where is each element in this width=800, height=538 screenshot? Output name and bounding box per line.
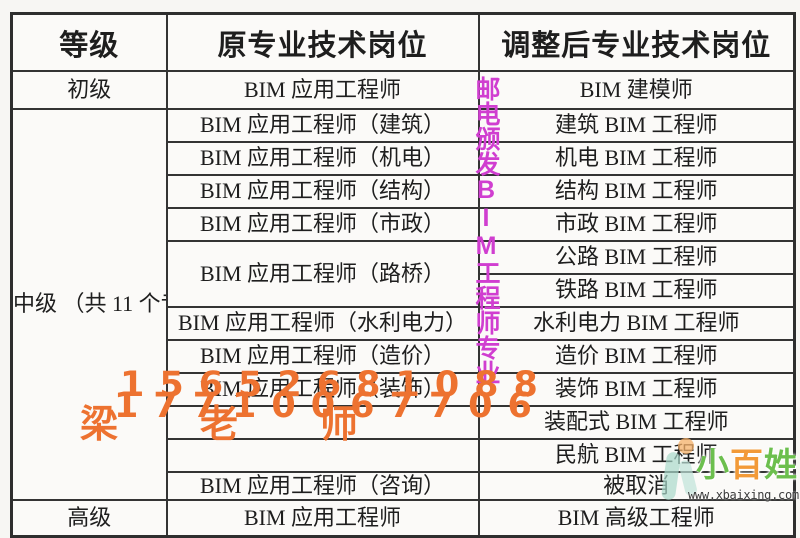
cell-original-senior: BIM 应用工程师 (165, 499, 480, 538)
cell-original-cost: BIM 应用工程师（造价） (165, 339, 480, 374)
watermark-char-3: 姓 (764, 445, 798, 484)
header-cell-adjusted: 调整后专业技术岗位 (477, 12, 796, 72)
table-row-architecture: 中级 （共 11 个专 业方向） BIM 应用工程师（建筑） 建筑 BIM 工程… (10, 108, 796, 501)
table-row-civil-aviation: 民航 BIM 工程师 (12, 438, 796, 473)
cell-adjusted-railway: 铁路 BIM 工程师 (477, 273, 796, 308)
watermark-char-2: 百 (730, 445, 764, 484)
table-row-water-power: BIM 应用工程师（水利电力） 水利电力 BIM 工程师 (12, 306, 796, 341)
table-row-road-bridge: BIM 应用工程师（路桥） 公路 BIM 工程师 (12, 240, 796, 308)
cell-original-municipal: BIM 应用工程师（市政） (165, 207, 480, 242)
cell-adjusted-mep: 机电 BIM 工程师 (477, 141, 796, 176)
cell-level-middle: 中级 （共 11 个专 业方向） (10, 108, 168, 501)
site-watermark: 小百姓 www.xbaixing.com (630, 436, 800, 512)
cell-level-junior: 初级 (10, 70, 168, 110)
cell-original-empty-prefab (165, 405, 480, 440)
cell-level-senior: 高级 (10, 499, 168, 538)
cell-original-empty-aviation (165, 438, 480, 473)
cell-adjusted-water-power: 水利电力 BIM 工程师 (477, 306, 796, 341)
table-row-structure: BIM 应用工程师（结构） 结构 BIM 工程师 (12, 174, 796, 209)
header-cell-original: 原专业技术岗位 (165, 12, 480, 72)
cell-adjusted-decoration: 装饰 BIM 工程师 (477, 372, 796, 407)
cell-adjusted-prefab: 装配式 BIM 工程师 (477, 405, 796, 440)
cell-adjusted-cost: 造价 BIM 工程师 (477, 339, 796, 374)
table-row-consulting: BIM 应用工程师（咨询） 被取消 (12, 471, 796, 501)
watermark-char-1: 小 (696, 445, 730, 484)
table-row-mep: BIM 应用工程师（机电） 机电 BIM 工程师 (12, 141, 796, 176)
cell-adjusted-architecture: 建筑 BIM 工程师 (477, 108, 796, 143)
table-row-junior: 初级 BIM 应用工程师 BIM 建模师 (10, 70, 796, 110)
cell-original-junior: BIM 应用工程师 (165, 70, 480, 110)
cell-original-consulting: BIM 应用工程师（咨询） (165, 471, 480, 501)
cell-adjusted-municipal: 市政 BIM 工程师 (477, 207, 796, 242)
watermark-site-name: 小百姓 (696, 448, 798, 481)
cell-original-mep: BIM 应用工程师（机电） (165, 141, 480, 176)
bim-position-table: 等级 原专业技术岗位 调整后专业技术岗位 初级 BIM 应用工程师 BIM 建模… (10, 12, 796, 538)
cell-adjusted-highway: 公路 BIM 工程师 (477, 240, 796, 275)
table-row-cost: BIM 应用工程师（造价） 造价 BIM 工程师 (12, 339, 796, 374)
watermark-icon-head (678, 438, 694, 454)
cell-original-road-bridge: BIM 应用工程师（路桥） (165, 240, 480, 308)
cell-adjusted-junior: BIM 建模师 (477, 70, 796, 110)
watermark-site-url: www.xbaixing.com (688, 488, 799, 502)
watermark-icon-body (660, 451, 682, 501)
screenshot-root: { "table": { "header": { "level": "等级", … (10, 12, 800, 538)
table-row-municipal: BIM 应用工程师（市政） 市政 BIM 工程师 (12, 207, 796, 242)
cell-original-decoration: BIM 应用工程师（装饰） (165, 372, 480, 407)
table-row-decoration: BIM 应用工程师（装饰） 装饰 BIM 工程师 (12, 372, 796, 407)
table-row-prefab: 装配式 BIM 工程师 (12, 405, 796, 440)
cell-adjusted-structure: 结构 BIM 工程师 (477, 174, 796, 209)
cell-original-water-power: BIM 应用工程师（水利电力） (165, 306, 480, 341)
table-row-railway: 铁路 BIM 工程师 (12, 273, 796, 308)
cell-original-structure: BIM 应用工程师（结构） (165, 174, 480, 209)
header-cell-level: 等级 (10, 12, 168, 72)
cell-adjusted-civil-aviation: 民航 BIM 工程师 (477, 438, 796, 473)
table-header-row: 等级 原专业技术岗位 调整后专业技术岗位 (10, 12, 796, 72)
cell-original-architecture: BIM 应用工程师（建筑） (165, 108, 480, 143)
cell-adjusted-cancelled: 被取消 (477, 471, 796, 501)
